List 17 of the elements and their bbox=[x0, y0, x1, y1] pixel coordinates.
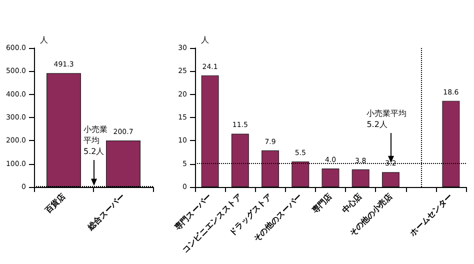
bar bbox=[442, 100, 460, 187]
ref-line-label: 小売業平均5.2人 bbox=[366, 109, 407, 129]
bar bbox=[322, 168, 340, 187]
x-tick-label: ホームセンター bbox=[407, 192, 454, 238]
bar bbox=[382, 172, 400, 187]
x-tick-label: 総合スーパー bbox=[85, 192, 126, 233]
bar bbox=[201, 75, 219, 187]
bar bbox=[262, 150, 280, 187]
y-axis-title: 人 bbox=[40, 36, 48, 44]
bar bbox=[231, 134, 249, 187]
bar bbox=[352, 169, 370, 187]
x-tick-label: 中心店 bbox=[340, 191, 364, 216]
x-tick-label: 百貨店 bbox=[42, 191, 67, 216]
ref-line-label: 小売業平均5.2人 bbox=[84, 125, 108, 156]
x-tick-label: 専門店 bbox=[308, 191, 334, 216]
bar bbox=[292, 162, 310, 187]
y-axis-title: 人 bbox=[201, 36, 209, 44]
